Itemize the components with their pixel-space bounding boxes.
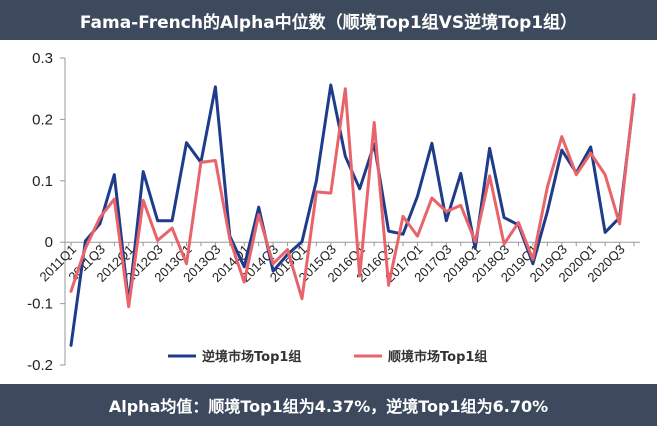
data-point xyxy=(170,219,174,222)
chart-title: Fama-French的Alpha中位数（顺境Top1组VS逆境Top1组） xyxy=(0,0,657,40)
data-point xyxy=(156,239,159,242)
data-point xyxy=(127,305,130,308)
data-point xyxy=(69,344,73,347)
data-point xyxy=(329,83,333,87)
data-point xyxy=(430,196,434,200)
data-point xyxy=(445,219,448,222)
data-point xyxy=(401,215,405,218)
data-point xyxy=(546,210,549,213)
y-tick-label: -0.1 xyxy=(27,296,53,313)
data-point xyxy=(98,216,102,219)
data-point xyxy=(84,247,87,250)
series-line-1 xyxy=(69,83,636,347)
data-point xyxy=(445,210,448,213)
data-point xyxy=(315,190,318,194)
data-point xyxy=(416,194,419,198)
data-point xyxy=(214,159,217,162)
data-point xyxy=(358,274,361,278)
data-point xyxy=(459,204,462,207)
data-point xyxy=(185,262,188,265)
data-point xyxy=(589,151,592,155)
data-point xyxy=(228,237,231,241)
data-point xyxy=(141,199,145,202)
data-point xyxy=(502,216,506,219)
data-point xyxy=(315,179,318,182)
data-point xyxy=(214,85,217,89)
y-tick-label: 0 xyxy=(45,234,53,251)
data-point xyxy=(603,173,607,176)
y-tick-label: 0.2 xyxy=(32,111,53,128)
data-point xyxy=(300,297,304,300)
data-point xyxy=(113,198,116,201)
alpha-mean-summary: Alpha均值：顺境Top1组为4.37%，逆境Top1组为6.70% xyxy=(0,384,657,426)
data-point xyxy=(416,234,419,238)
data-point xyxy=(531,258,535,261)
series-lines xyxy=(69,83,636,347)
data-point xyxy=(257,213,260,216)
data-point xyxy=(474,247,477,250)
chart-legend: 逆境市场Top1组 顺境市场Top1组 xyxy=(168,349,487,365)
data-point xyxy=(344,155,347,158)
data-point xyxy=(517,221,520,224)
data-point xyxy=(98,222,102,225)
data-point xyxy=(170,226,174,230)
data-point xyxy=(344,87,347,90)
data-point xyxy=(474,240,477,243)
data-point xyxy=(69,290,73,293)
data-point xyxy=(488,174,491,178)
y-tick-label: 0.1 xyxy=(32,173,53,190)
legend-label-2: 顺境市场Top1组 xyxy=(388,349,487,365)
data-point xyxy=(387,283,390,287)
data-point xyxy=(632,93,636,97)
data-point xyxy=(84,239,87,243)
data-point xyxy=(560,148,564,152)
line-chart: 0.30.20.10-0.1-0.22011Q12011Q32012Q12012… xyxy=(27,50,640,374)
data-point xyxy=(271,262,275,265)
data-point xyxy=(243,280,246,284)
data-point xyxy=(603,231,607,234)
data-point xyxy=(560,135,564,138)
data-point xyxy=(546,185,549,189)
data-point xyxy=(531,262,535,265)
y-tick-label: 0.3 xyxy=(32,50,53,67)
data-point xyxy=(257,206,260,209)
data-point xyxy=(589,145,592,149)
data-point xyxy=(401,233,405,236)
data-point xyxy=(618,222,621,225)
chart-axes xyxy=(60,57,640,366)
data-point xyxy=(358,187,361,190)
y-tick-label: -0.2 xyxy=(27,357,53,374)
data-point xyxy=(300,240,304,243)
legend-label-1: 逆境市场Top1组 xyxy=(202,349,301,365)
data-point xyxy=(372,121,376,124)
data-point xyxy=(113,173,116,176)
data-point xyxy=(502,242,506,246)
data-point xyxy=(459,172,462,175)
data-point xyxy=(430,142,434,145)
data-point xyxy=(199,161,203,164)
data-point xyxy=(286,248,289,251)
data-point xyxy=(271,269,275,273)
data-point xyxy=(575,173,578,176)
series-line-2 xyxy=(69,87,636,309)
data-point xyxy=(488,147,491,150)
data-point xyxy=(387,229,390,233)
data-point xyxy=(243,265,246,268)
data-point xyxy=(185,141,188,144)
data-point xyxy=(141,170,145,173)
data-point xyxy=(329,191,333,195)
data-point xyxy=(156,219,159,222)
